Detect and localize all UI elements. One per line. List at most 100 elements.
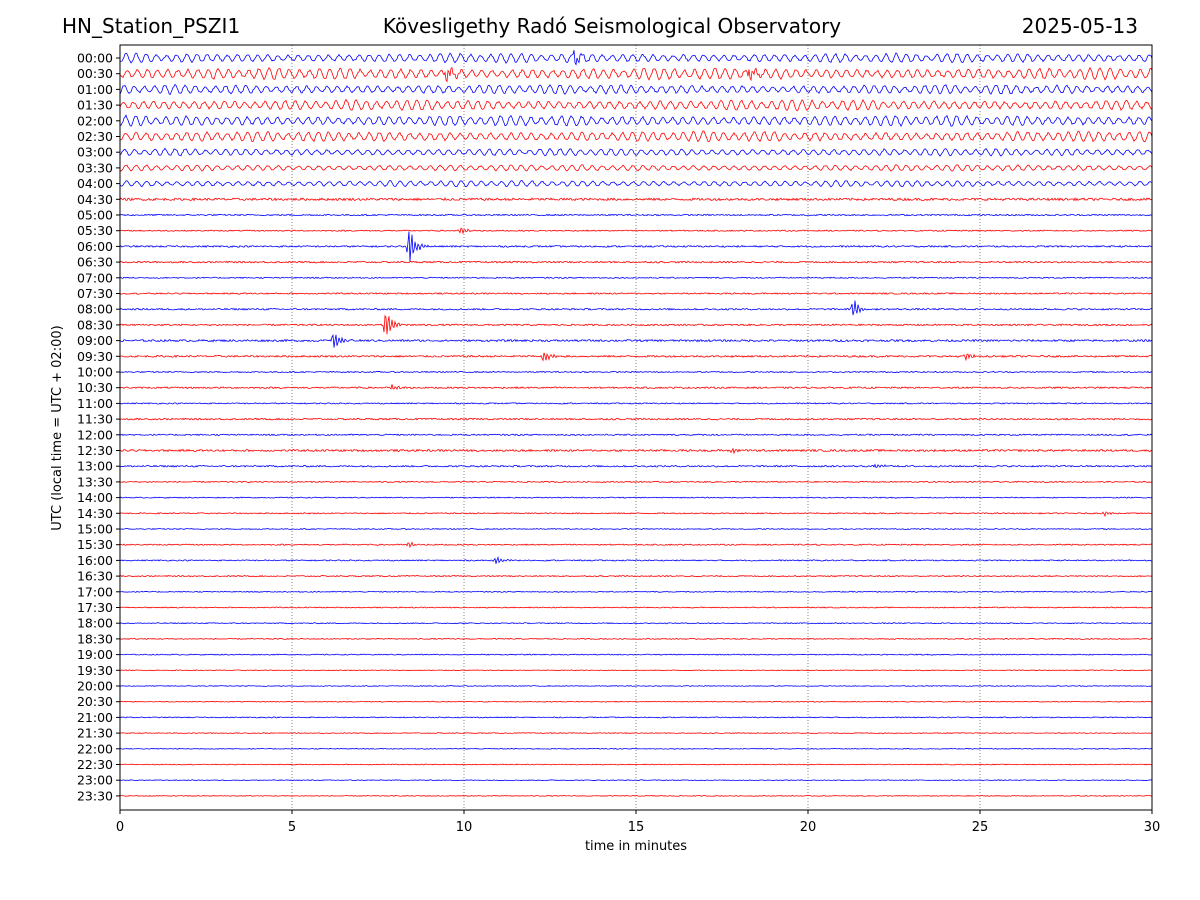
- trace-line: [119, 511, 1153, 518]
- trace-line: [119, 231, 1153, 262]
- trace-line: [119, 260, 1153, 264]
- trace-line: [119, 114, 1153, 127]
- y-tick-label: 02:00: [77, 113, 113, 128]
- trace-line: [119, 622, 1153, 625]
- trace-line: [119, 463, 1153, 468]
- y-tick-label: 16:00: [77, 553, 113, 568]
- y-tick-label: 18:00: [77, 616, 113, 631]
- trace-line: [119, 590, 1153, 593]
- y-tick-label: 05:30: [77, 223, 113, 238]
- y-tick-label: 11:30: [77, 412, 113, 427]
- trace-line: [119, 447, 1153, 455]
- y-tick-label: 14:00: [77, 490, 113, 505]
- y-tick-label: 00:00: [77, 51, 113, 66]
- trace-line: [119, 276, 1153, 279]
- y-tick-label: 23:30: [77, 788, 113, 803]
- trace-line: [119, 179, 1153, 188]
- x-tick-label: 25: [972, 820, 989, 835]
- trace-line: [119, 197, 1153, 202]
- y-tick-label: 06:00: [77, 239, 113, 254]
- x-tick-label: 10: [456, 820, 473, 835]
- y-tick-label: 03:30: [77, 160, 113, 175]
- y-tick-label: 15:00: [77, 522, 113, 537]
- trace-line: [119, 732, 1153, 734]
- y-tick-label: 10:30: [77, 380, 113, 395]
- trace-line: [119, 496, 1153, 499]
- x-ticks: 0 5 10 15 20 25 30: [116, 810, 1160, 835]
- y-ticks: 00:0000:3001:0001:3002:0002:3003:0003:30…: [77, 51, 120, 803]
- y-tick-label: 00:30: [77, 66, 113, 81]
- trace-line: [119, 555, 1153, 564]
- trace-line: [119, 98, 1153, 112]
- grid-lines: [291, 45, 981, 810]
- station-name: HN_Station_PSZI1: [62, 14, 241, 38]
- trace-line: [119, 164, 1153, 172]
- trace-line: [119, 314, 1153, 335]
- trace-line: [119, 747, 1153, 750]
- trace-line: [119, 213, 1153, 217]
- y-tick-label: 23:00: [77, 773, 113, 788]
- y-tick-label: 01:30: [77, 98, 113, 113]
- trace-line: [119, 700, 1153, 703]
- observatory-title: Kövesligethy Radó Seismological Observat…: [382, 14, 842, 38]
- trace-line: [119, 716, 1153, 719]
- trace-line: [119, 653, 1153, 656]
- y-tick-label: 19:30: [77, 663, 113, 678]
- trace-line: [119, 527, 1153, 531]
- y-tick-label: 12:30: [77, 443, 113, 458]
- y-tick-label: 17:00: [77, 584, 113, 599]
- y-tick-label: 15:30: [77, 537, 113, 552]
- y-tick-label: 12:00: [77, 427, 113, 442]
- y-tick-label: 07:00: [77, 270, 113, 285]
- y-tick-label: 04:00: [77, 176, 113, 191]
- x-tick-label: 20: [800, 820, 817, 835]
- y-tick-label: 10:00: [77, 365, 113, 380]
- trace-group: [119, 50, 1153, 797]
- y-tick-label: 16:30: [77, 569, 113, 584]
- y-tick-label: 19:00: [77, 647, 113, 662]
- trace-line: [119, 402, 1153, 405]
- trace-line: [119, 574, 1153, 578]
- y-tick-label: 13:00: [77, 459, 113, 474]
- y-tick-label: 11:00: [77, 396, 113, 411]
- trace-line: [119, 130, 1153, 143]
- y-tick-label: 22:30: [77, 757, 113, 772]
- y-tick-label: 18:30: [77, 631, 113, 646]
- y-tick-label: 14:30: [77, 506, 113, 521]
- y-tick-label: 22:00: [77, 741, 113, 756]
- trace-line: [119, 795, 1153, 797]
- y-axis-label: UTC (local time = UTC + 02:00): [50, 325, 65, 530]
- y-tick-label: 08:00: [77, 302, 113, 317]
- x-tick-label: 0: [116, 820, 124, 835]
- trace-line: [119, 669, 1153, 672]
- y-tick-label: 21:00: [77, 710, 113, 725]
- trace-line: [119, 606, 1153, 609]
- trace-line: [119, 66, 1153, 83]
- y-tick-label: 04:30: [77, 192, 113, 207]
- trace-line: [119, 147, 1153, 157]
- y-tick-label: 07:30: [77, 286, 113, 301]
- y-tick-label: 06:30: [77, 255, 113, 270]
- y-tick-label: 09:00: [77, 333, 113, 348]
- trace-line: [119, 763, 1153, 766]
- trace-line: [119, 433, 1153, 437]
- trace-line: [119, 384, 1153, 390]
- trace-line: [119, 779, 1153, 782]
- y-tick-label: 01:00: [77, 82, 113, 97]
- x-tick-label: 5: [288, 820, 296, 835]
- y-tick-label: 13:30: [77, 474, 113, 489]
- y-tick-label: 08:30: [77, 317, 113, 332]
- plot-date: 2025-05-13: [1021, 14, 1138, 38]
- x-tick-label: 30: [1144, 820, 1161, 835]
- y-tick-label: 03:00: [77, 145, 113, 160]
- trace-line: [119, 417, 1153, 421]
- y-tick-label: 05:00: [77, 208, 113, 223]
- trace-line: [119, 541, 1153, 549]
- trace-line: [119, 50, 1153, 66]
- trace-line: [119, 227, 1153, 234]
- trace-line: [119, 685, 1153, 687]
- y-tick-label: 20:00: [77, 679, 113, 694]
- trace-line: [119, 300, 1153, 316]
- trace-line: [119, 370, 1153, 374]
